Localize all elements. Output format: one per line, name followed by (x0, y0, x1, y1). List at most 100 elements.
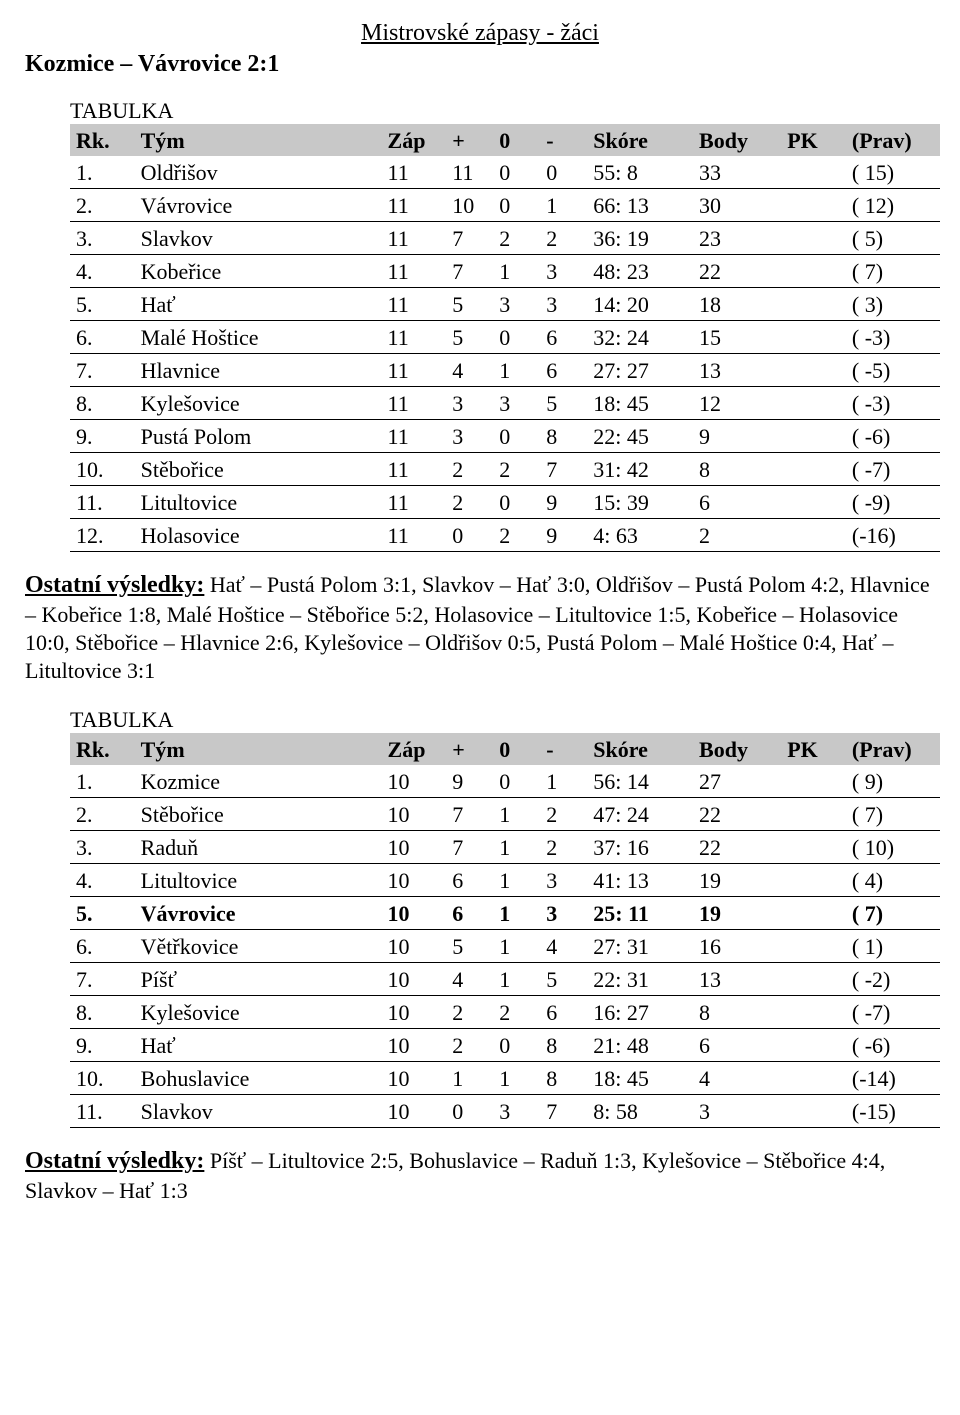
cell-n: 2 (493, 453, 540, 486)
cell-pk (781, 864, 846, 897)
cell-zap: 10 (382, 864, 447, 897)
cell-pk (781, 288, 846, 321)
cell-prav: ( -2) (846, 963, 940, 996)
cell-p: 4 (446, 963, 493, 996)
cell-pk (781, 831, 846, 864)
cell-zap: 11 (382, 255, 447, 288)
cell-rk: 5. (70, 288, 135, 321)
cell-tym: Vávrovice (135, 189, 382, 222)
cell-rk: 8. (70, 996, 135, 1029)
cell-skore: 27: 27 (587, 354, 693, 387)
cell-skore: 22: 31 (587, 963, 693, 996)
cell-p: 4 (446, 354, 493, 387)
cell-n: 3 (493, 387, 540, 420)
cell-p: 3 (446, 420, 493, 453)
cell-m: 9 (540, 519, 587, 552)
cell-body: 3 (693, 1095, 781, 1128)
cell-m: 3 (540, 864, 587, 897)
cell-pk (781, 1062, 846, 1095)
cell-tym: Kylešovice (135, 387, 382, 420)
other-results-2: Ostatní výsledky: Píšť – Litultovice 2:5… (25, 1146, 935, 1205)
cell-skore: 14: 20 (587, 288, 693, 321)
cell-n: 0 (493, 321, 540, 354)
cell-skore: 21: 48 (587, 1029, 693, 1062)
cell-body: 22 (693, 255, 781, 288)
cell-p: 5 (446, 321, 493, 354)
header-minus: - (540, 124, 587, 156)
cell-m: 6 (540, 354, 587, 387)
table-row: 6.Větřkovice1051427: 3116( 1) (70, 930, 940, 963)
cell-p: 2 (446, 1029, 493, 1062)
header-body: Body (693, 733, 781, 765)
standings-table-1: Rk. Tým Záp + 0 - Skóre Body PK (Prav) 1… (70, 124, 940, 552)
cell-prav: ( -3) (846, 387, 940, 420)
table-row: 9.Pustá Polom1130822: 459( -6) (70, 420, 940, 453)
cell-tym: Píšť (135, 963, 382, 996)
header-body: Body (693, 124, 781, 156)
cell-tym: Kobeřice (135, 255, 382, 288)
cell-body: 16 (693, 930, 781, 963)
cell-n: 1 (493, 798, 540, 831)
table-row: 10.Stěbořice1122731: 428( -7) (70, 453, 940, 486)
cell-p: 11 (446, 156, 493, 189)
table-row: 11.Slavkov100378: 583(-15) (70, 1095, 940, 1128)
cell-body: 22 (693, 831, 781, 864)
cell-p: 2 (446, 996, 493, 1029)
cell-rk: 3. (70, 831, 135, 864)
cell-zap: 10 (382, 930, 447, 963)
cell-tym: Slavkov (135, 1095, 382, 1128)
cell-m: 8 (540, 1062, 587, 1095)
table-row: 7.Hlavnice1141627: 2713( -5) (70, 354, 940, 387)
cell-p: 7 (446, 255, 493, 288)
cell-n: 1 (493, 354, 540, 387)
cell-p: 2 (446, 486, 493, 519)
cell-rk: 5. (70, 897, 135, 930)
cell-pk (781, 321, 846, 354)
cell-pk (781, 897, 846, 930)
cell-prav: ( 15) (846, 156, 940, 189)
cell-body: 13 (693, 963, 781, 996)
cell-body: 12 (693, 387, 781, 420)
cell-body: 4 (693, 1062, 781, 1095)
cell-body: 33 (693, 156, 781, 189)
cell-body: 15 (693, 321, 781, 354)
cell-body: 30 (693, 189, 781, 222)
cell-p: 0 (446, 519, 493, 552)
cell-m: 6 (540, 321, 587, 354)
page-title: Mistrovské zápasy - žáci (25, 20, 935, 47)
cell-body: 18 (693, 288, 781, 321)
cell-rk: 7. (70, 354, 135, 387)
table-row: 11.Litultovice1120915: 396( -9) (70, 486, 940, 519)
cell-n: 2 (493, 222, 540, 255)
cell-zap: 11 (382, 321, 447, 354)
cell-rk: 9. (70, 1029, 135, 1062)
cell-body: 9 (693, 420, 781, 453)
cell-prav: ( 3) (846, 288, 940, 321)
cell-body: 19 (693, 897, 781, 930)
cell-body: 22 (693, 798, 781, 831)
cell-skore: 32: 24 (587, 321, 693, 354)
cell-p: 10 (446, 189, 493, 222)
other-results-1: Ostatní výsledky: Hať – Pustá Polom 3:1,… (25, 570, 935, 685)
cell-zap: 10 (382, 963, 447, 996)
table-row: 4.Litultovice1061341: 1319( 4) (70, 864, 940, 897)
table-row: 8.Kylešovice1022616: 278( -7) (70, 996, 940, 1029)
cell-n: 2 (493, 519, 540, 552)
cell-m: 3 (540, 897, 587, 930)
cell-n: 0 (493, 189, 540, 222)
cell-prav: ( -9) (846, 486, 940, 519)
cell-tym: Hať (135, 288, 382, 321)
header-minus: - (540, 733, 587, 765)
cell-n: 1 (493, 930, 540, 963)
cell-pk (781, 798, 846, 831)
cell-zap: 11 (382, 486, 447, 519)
cell-body: 19 (693, 864, 781, 897)
cell-prav: ( -5) (846, 354, 940, 387)
cell-pk (781, 453, 846, 486)
cell-rk: 1. (70, 765, 135, 798)
table-label-2: TABULKA (70, 707, 935, 733)
cell-skore: 16: 27 (587, 996, 693, 1029)
cell-pk (781, 996, 846, 1029)
cell-tym: Kozmice (135, 765, 382, 798)
cell-tym: Hať (135, 1029, 382, 1062)
